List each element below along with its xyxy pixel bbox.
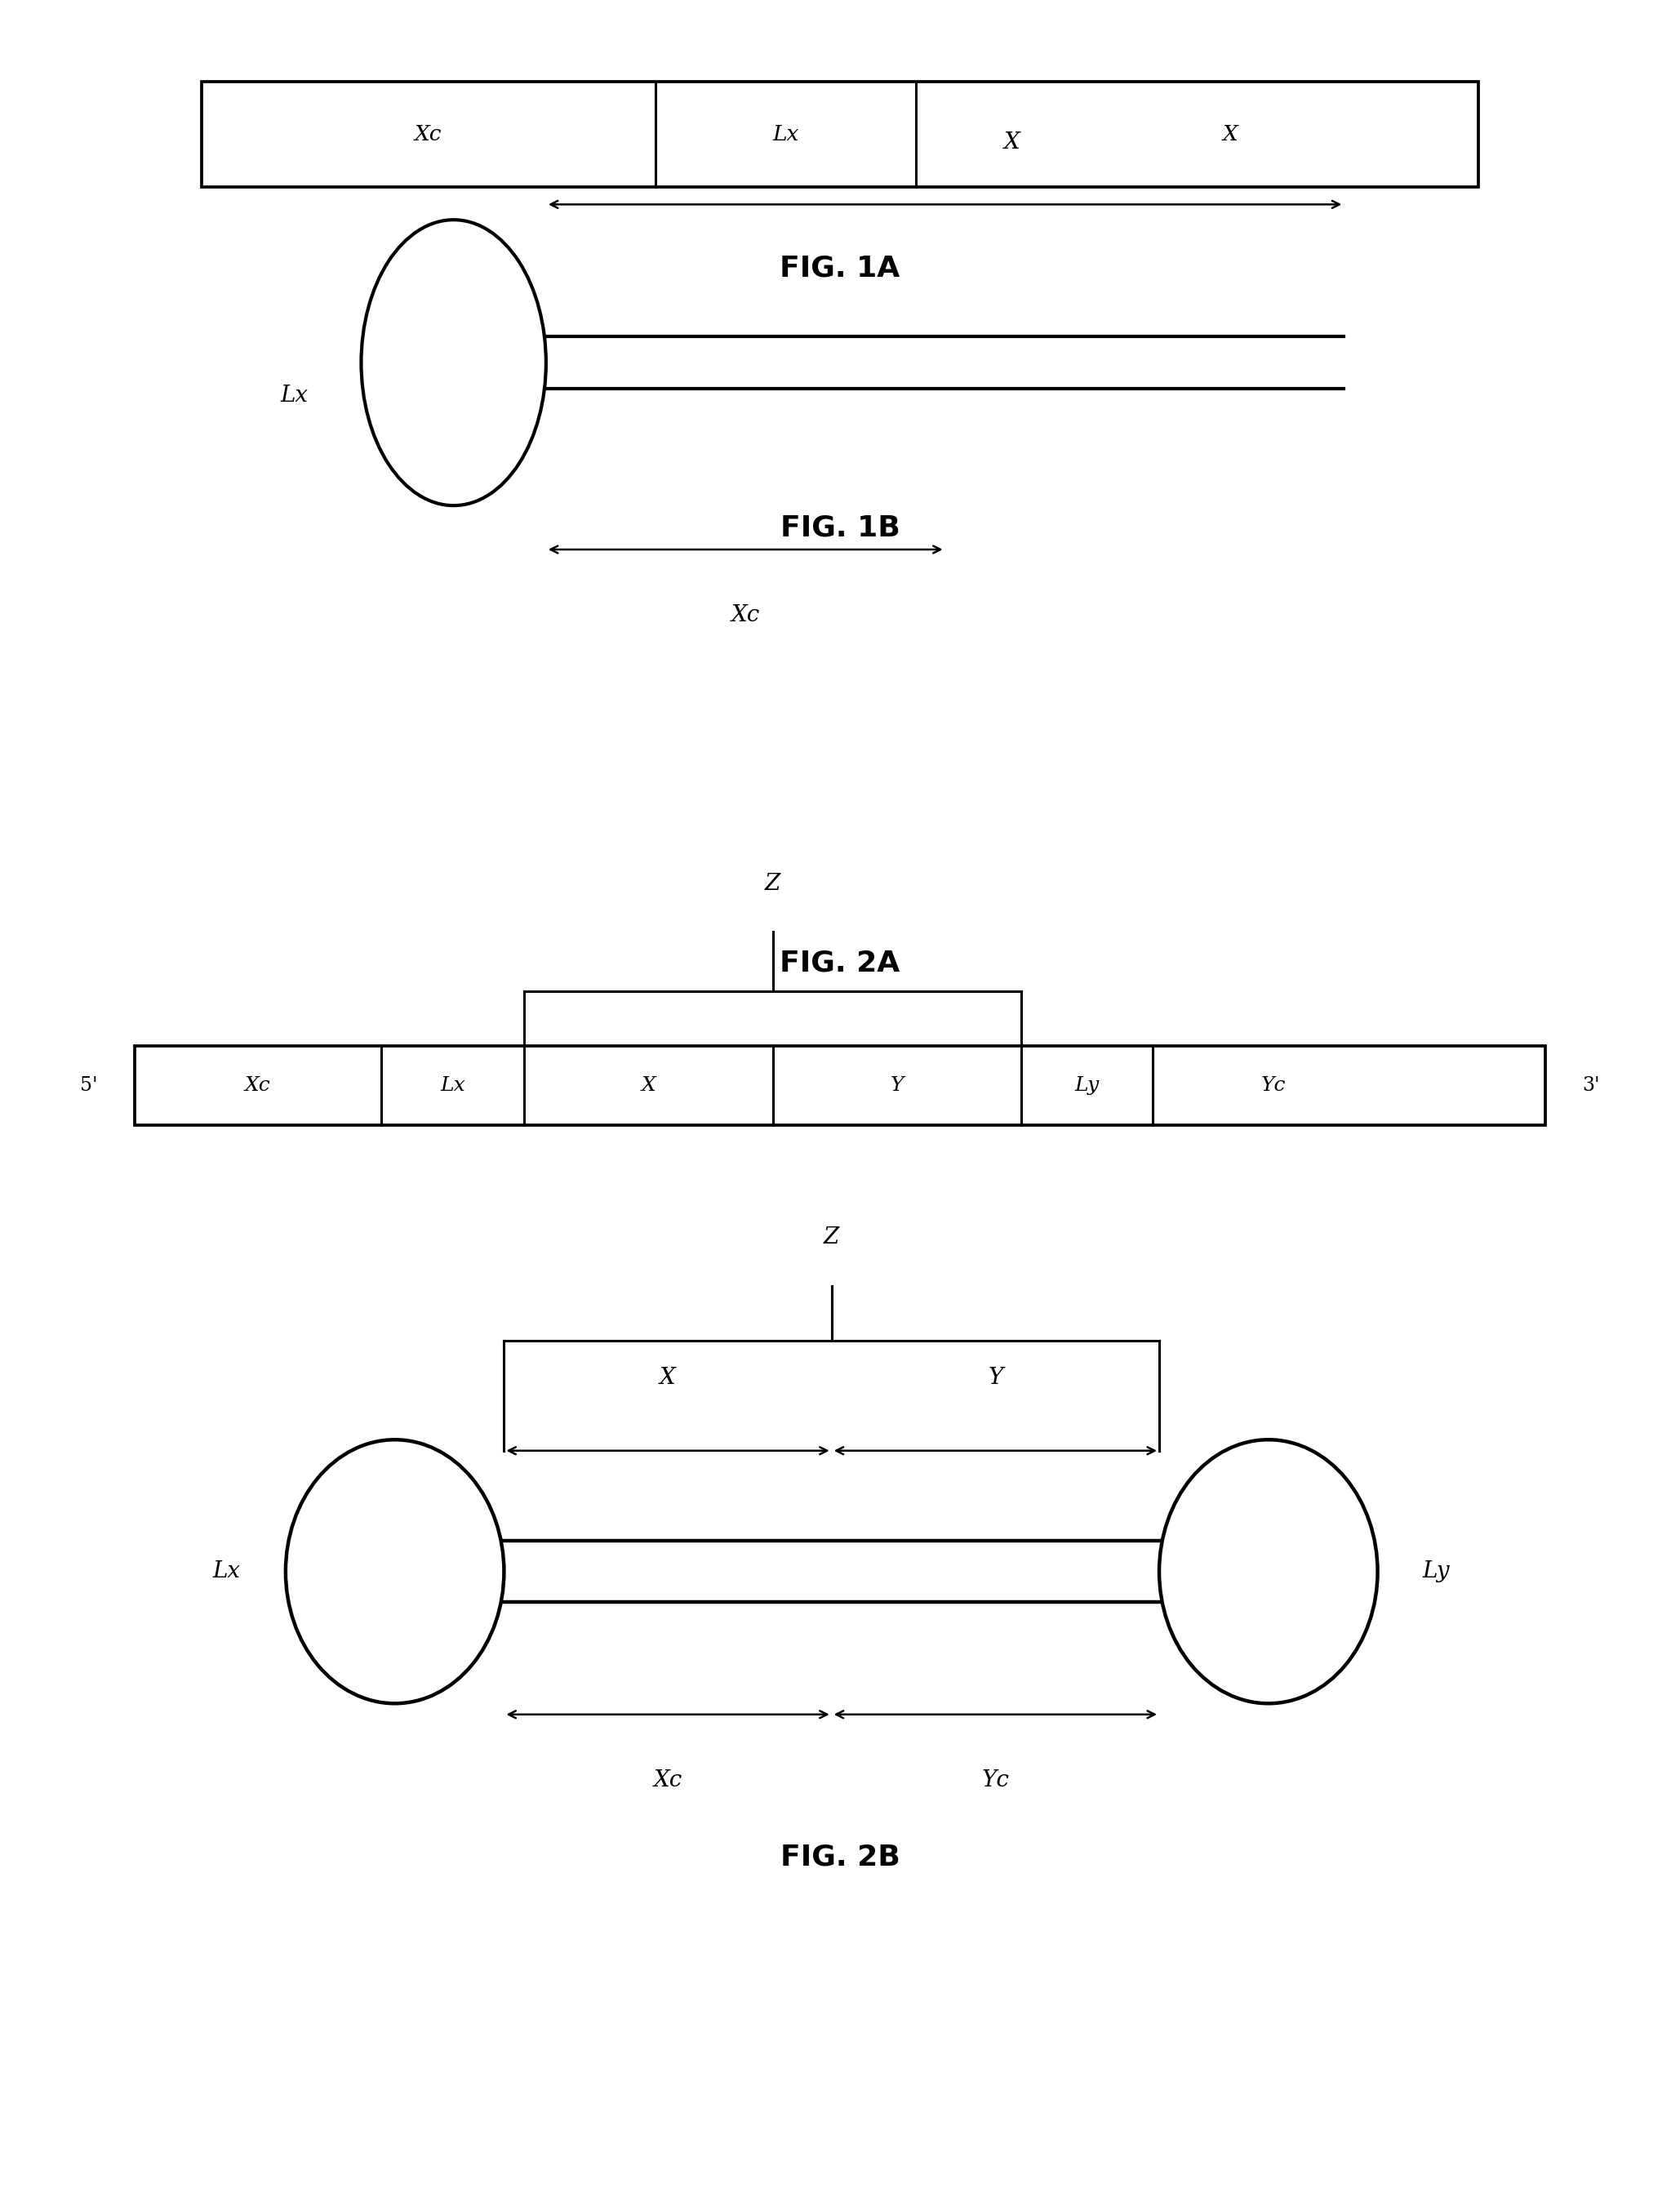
Text: Xc: Xc — [731, 604, 759, 626]
Text: Xc: Xc — [654, 1769, 682, 1791]
Text: X: X — [660, 1367, 675, 1389]
Text: X: X — [642, 1077, 655, 1095]
Text: X: X — [1005, 132, 1020, 154]
Text: FIG. 1B: FIG. 1B — [780, 514, 900, 541]
Text: FIG. 2A: FIG. 2A — [780, 950, 900, 976]
Text: Y: Y — [988, 1367, 1003, 1389]
Text: Lx: Lx — [281, 385, 307, 407]
Text: Yc: Yc — [1262, 1077, 1285, 1095]
Text: 5': 5' — [79, 1077, 97, 1095]
Text: 3': 3' — [1583, 1077, 1601, 1095]
Text: FIG. 1A: FIG. 1A — [780, 255, 900, 281]
FancyBboxPatch shape — [134, 1046, 1546, 1125]
Text: Z: Z — [823, 1226, 840, 1248]
Text: FIG. 2B: FIG. 2B — [780, 1844, 900, 1870]
Text: Xc: Xc — [415, 123, 442, 145]
FancyBboxPatch shape — [202, 81, 1478, 187]
Text: Yc: Yc — [981, 1769, 1010, 1791]
Text: Z: Z — [764, 873, 781, 895]
Text: X: X — [1223, 123, 1238, 145]
Text: Ly: Ly — [1075, 1077, 1099, 1095]
Text: Y: Y — [890, 1077, 904, 1095]
Text: Ly: Ly — [1423, 1561, 1450, 1583]
Text: Xc: Xc — [245, 1077, 270, 1095]
Text: Lx: Lx — [440, 1077, 465, 1095]
Text: Lx: Lx — [213, 1561, 240, 1583]
Text: Lx: Lx — [773, 123, 798, 145]
